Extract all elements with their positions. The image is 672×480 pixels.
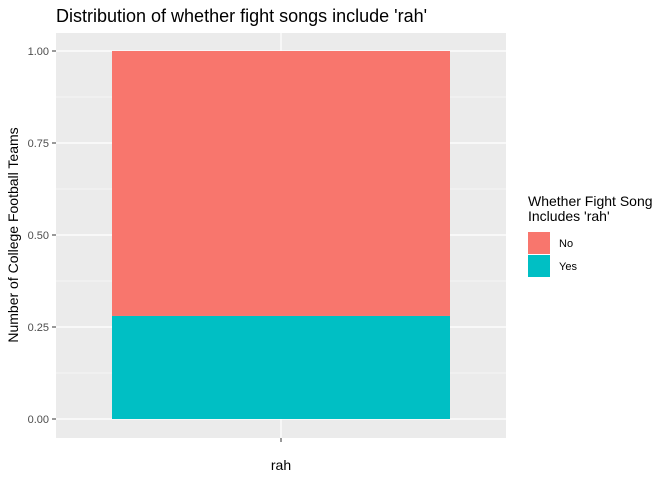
y-tick-label: 0.25 [28,322,49,334]
y-tick-label: 0.75 [28,138,49,150]
y-axis: 0.00 0.25 0.50 0.75 1.00 [28,46,56,426]
legend-items: No Yes [528,232,577,277]
bar-yes [112,315,450,419]
legend-label-yes: Yes [559,261,577,273]
y-tick-label: 0.00 [28,414,49,426]
legend: Whether Fight Song Includes 'rah' No Yes [528,193,653,277]
bars [112,51,450,419]
x-axis: rah [271,438,291,473]
legend-title-line-2: Includes 'rah' [528,208,610,224]
y-axis-title: Number of College Football Teams [5,127,21,342]
legend-title-line-1: Whether Fight Song [528,193,653,209]
x-tick-label: rah [271,457,291,473]
legend-swatch-no [528,232,550,254]
chart-title: Distribution of whether fight songs incl… [56,6,427,26]
legend-label-no: No [559,238,573,250]
legend-swatch-yes [528,255,550,277]
y-tick-label: 0.50 [28,230,49,242]
y-tick-label: 1.00 [28,46,49,58]
bar-no [112,51,450,316]
